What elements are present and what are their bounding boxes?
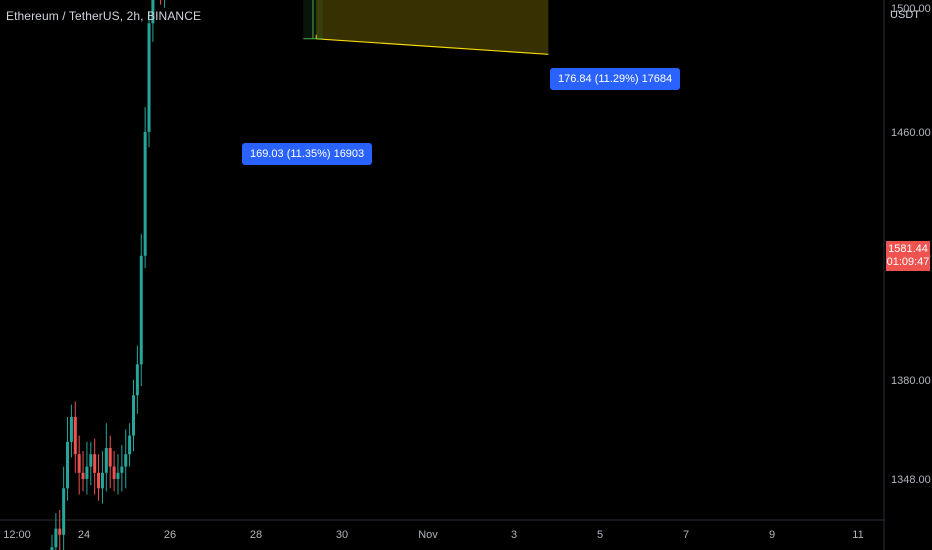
last-price-value: 1581.44 <box>888 243 928 255</box>
candle-body <box>147 23 151 132</box>
candle-body <box>120 466 124 473</box>
price-axis-unit: USDT <box>890 9 920 21</box>
time-tick-label: 5 <box>597 529 603 541</box>
price-tick-label: 1460.00 <box>891 127 931 139</box>
candle-body <box>58 528 62 535</box>
candle-body <box>139 255 143 365</box>
candle-body <box>151 0 155 24</box>
time-tick-label: 7 <box>683 529 689 541</box>
price-tick-label: 1348.00 <box>891 474 931 486</box>
time-tick-label: Nov <box>418 529 438 541</box>
candle-body <box>69 417 73 442</box>
candle-body <box>81 472 85 479</box>
time-tick-label: 26 <box>164 529 176 541</box>
time-tick-label: 12:00 <box>3 529 31 541</box>
candle-body <box>85 466 89 479</box>
candle-body <box>50 547 54 550</box>
bull-flag-channel <box>316 0 549 55</box>
candle-body <box>100 472 104 489</box>
channel-lower-line <box>316 38 549 55</box>
time-tick-label: 11 <box>852 529 863 541</box>
candle-body <box>116 472 120 479</box>
candle-body <box>77 454 81 473</box>
candle-body <box>66 441 70 489</box>
candle-body <box>143 131 147 256</box>
candle-body <box>108 448 112 467</box>
candle-body <box>89 454 93 467</box>
price-tick-label: 1500.00 <box>891 3 931 15</box>
candle-body <box>124 454 128 467</box>
candle-body <box>97 472 101 489</box>
candle-body <box>54 528 58 548</box>
measure-label-right: 176.84 (11.29%) 17684 <box>550 68 681 90</box>
chart-title: Ethereum / TetherUS, 2h, BINANCE <box>6 9 202 23</box>
candle-body <box>93 454 97 473</box>
candle-body <box>104 448 108 473</box>
last-price-tag: 1581.44 01:09:47 <box>886 241 930 271</box>
time-tick-label: 9 <box>769 529 775 541</box>
time-tick-label: 24 <box>78 529 90 541</box>
candle-body <box>128 435 132 455</box>
time-tick-label: 3 <box>511 529 517 541</box>
candle-body <box>131 395 135 436</box>
candle-body <box>62 488 66 535</box>
time-tick-label: 30 <box>336 529 348 541</box>
candle-body <box>112 466 116 479</box>
price-tick-label: 1380.00 <box>891 375 931 387</box>
candle-body <box>73 417 77 455</box>
time-tick-label: 28 <box>250 529 262 541</box>
measure-label-left: 169.03 (11.35%) 16903 <box>242 143 373 165</box>
last-price-countdown: 01:09:47 <box>886 256 930 268</box>
candle-body <box>135 364 139 396</box>
